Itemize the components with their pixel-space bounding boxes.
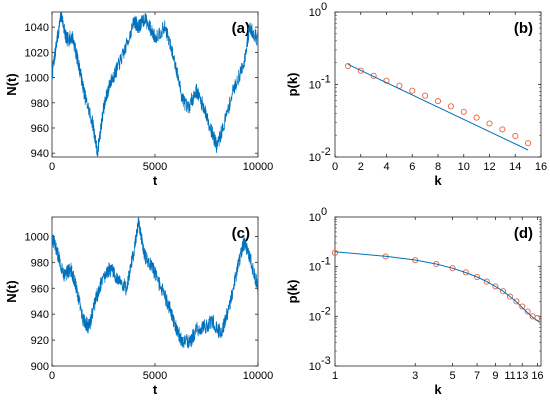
data-point — [449, 265, 456, 272]
x-tick-label: 13 — [516, 370, 528, 382]
y-tick-label: 960 — [31, 123, 49, 135]
x-tick-label: 4 — [383, 161, 389, 173]
panel-label: (a) — [232, 20, 250, 37]
plot-frame — [334, 216, 542, 367]
x-tick-label: 0 — [49, 370, 55, 382]
y-tick-label: 10 — [309, 311, 321, 323]
y-tick-exponent: 0 — [321, 1, 327, 13]
y-tick-label: 10 — [309, 361, 321, 373]
chart-panel-c: 0 5000 10000 900 920 940 960 980 1000 t N(t) (c) — [4, 216, 274, 397]
y-tick-label: 920 — [31, 335, 49, 347]
y-tick-label: 900 — [31, 361, 49, 373]
y-tick-exponent: -2 — [321, 305, 331, 317]
y-axis-label: p(k) — [285, 73, 300, 97]
data-point — [434, 98, 442, 105]
x-axis-label: t — [153, 382, 158, 397]
x-tick-label: 6 — [409, 161, 415, 173]
y-tick-exponent: -3 — [321, 355, 331, 367]
y-tick-exponent: -1 — [321, 74, 331, 86]
x-tick-label: 10000 — [243, 370, 274, 382]
x-tick-label: 0 — [49, 161, 55, 173]
y-tick-label: 10 — [309, 152, 321, 164]
x-tick-label: 8 — [435, 161, 441, 173]
plot-frame — [334, 11, 542, 158]
data-point — [422, 92, 429, 99]
x-tick-label: 5000 — [143, 161, 167, 173]
panel-label: (d) — [514, 225, 533, 242]
data-point — [512, 132, 519, 140]
y-axis-label: N(t) — [4, 280, 19, 302]
y-tick-label: 10 — [309, 7, 321, 19]
fit-line — [335, 251, 541, 323]
data-point — [357, 67, 364, 74]
x-axis-label: t — [153, 173, 158, 188]
y-axis-label: p(k) — [285, 280, 300, 304]
data-point — [500, 288, 507, 295]
y-tick-label: 10 — [309, 262, 321, 274]
y-tick-label: 980 — [31, 98, 49, 110]
x-tick-label: 7 — [474, 370, 480, 382]
x-tick-label: 10000 — [243, 161, 274, 173]
panel-label: (b) — [514, 20, 533, 37]
data-point — [499, 126, 506, 133]
y-tick-label: 940 — [31, 309, 49, 321]
data-point — [462, 269, 469, 276]
y-tick-label: 980 — [31, 257, 49, 269]
x-tick-label: 1 — [332, 370, 338, 382]
y-axis-label: N(t) — [4, 73, 19, 95]
y-tick-exponent: -1 — [321, 256, 331, 268]
y-tick-label: 10 — [309, 212, 321, 224]
chart-panel-a: 0 5000 10000 940 960 980 1000 1020 1040 t N(t) (a) — [4, 11, 274, 188]
series-line — [52, 217, 258, 349]
x-axis-label: k — [434, 382, 442, 397]
y-tick-label: 1000 — [25, 231, 49, 243]
data-point — [409, 87, 416, 94]
data-point — [486, 120, 493, 127]
x-tick-label: 3 — [412, 370, 418, 382]
x-tick-label: 14 — [509, 161, 521, 173]
data-point — [460, 108, 467, 115]
x-tick-label: 11 — [504, 370, 515, 382]
data-point — [383, 77, 390, 84]
y-tick-label: 1040 — [25, 22, 49, 34]
data-point — [473, 114, 480, 121]
x-tick-label: 5 — [449, 370, 455, 382]
x-tick-label: 16 — [531, 370, 543, 382]
y-tick-label: 960 — [31, 283, 49, 295]
x-tick-label: 5000 — [143, 370, 167, 382]
data-point — [483, 278, 490, 285]
series-line — [52, 12, 258, 157]
fit-line — [347, 63, 529, 151]
data-point — [525, 140, 532, 147]
y-tick-label: 1020 — [25, 47, 49, 59]
x-tick-label: 16 — [535, 161, 547, 173]
x-tick-label: 9 — [492, 370, 498, 382]
panel-label: (c) — [232, 225, 250, 242]
data-point — [344, 62, 351, 70]
data-point — [513, 298, 520, 305]
x-tick-label: 12 — [483, 161, 495, 173]
x-tick-label: 10 — [458, 161, 470, 173]
y-tick-label: 1000 — [25, 73, 49, 85]
x-tick-label: 2 — [358, 161, 364, 173]
y-tick-label: 10 — [309, 80, 321, 92]
data-point — [331, 249, 339, 256]
x-tick-label: 0 — [332, 161, 338, 173]
data-point — [507, 293, 514, 300]
data-point — [492, 283, 499, 290]
data-point — [524, 308, 531, 315]
data-point — [519, 303, 526, 310]
data-point — [447, 103, 454, 110]
data-point — [474, 273, 481, 281]
x-axis-label: k — [434, 173, 442, 188]
plot-frame — [51, 216, 259, 367]
y-tick-exponent: -2 — [321, 146, 331, 158]
y-tick-label: 940 — [31, 148, 49, 160]
y-tick-exponent: 0 — [321, 206, 327, 218]
